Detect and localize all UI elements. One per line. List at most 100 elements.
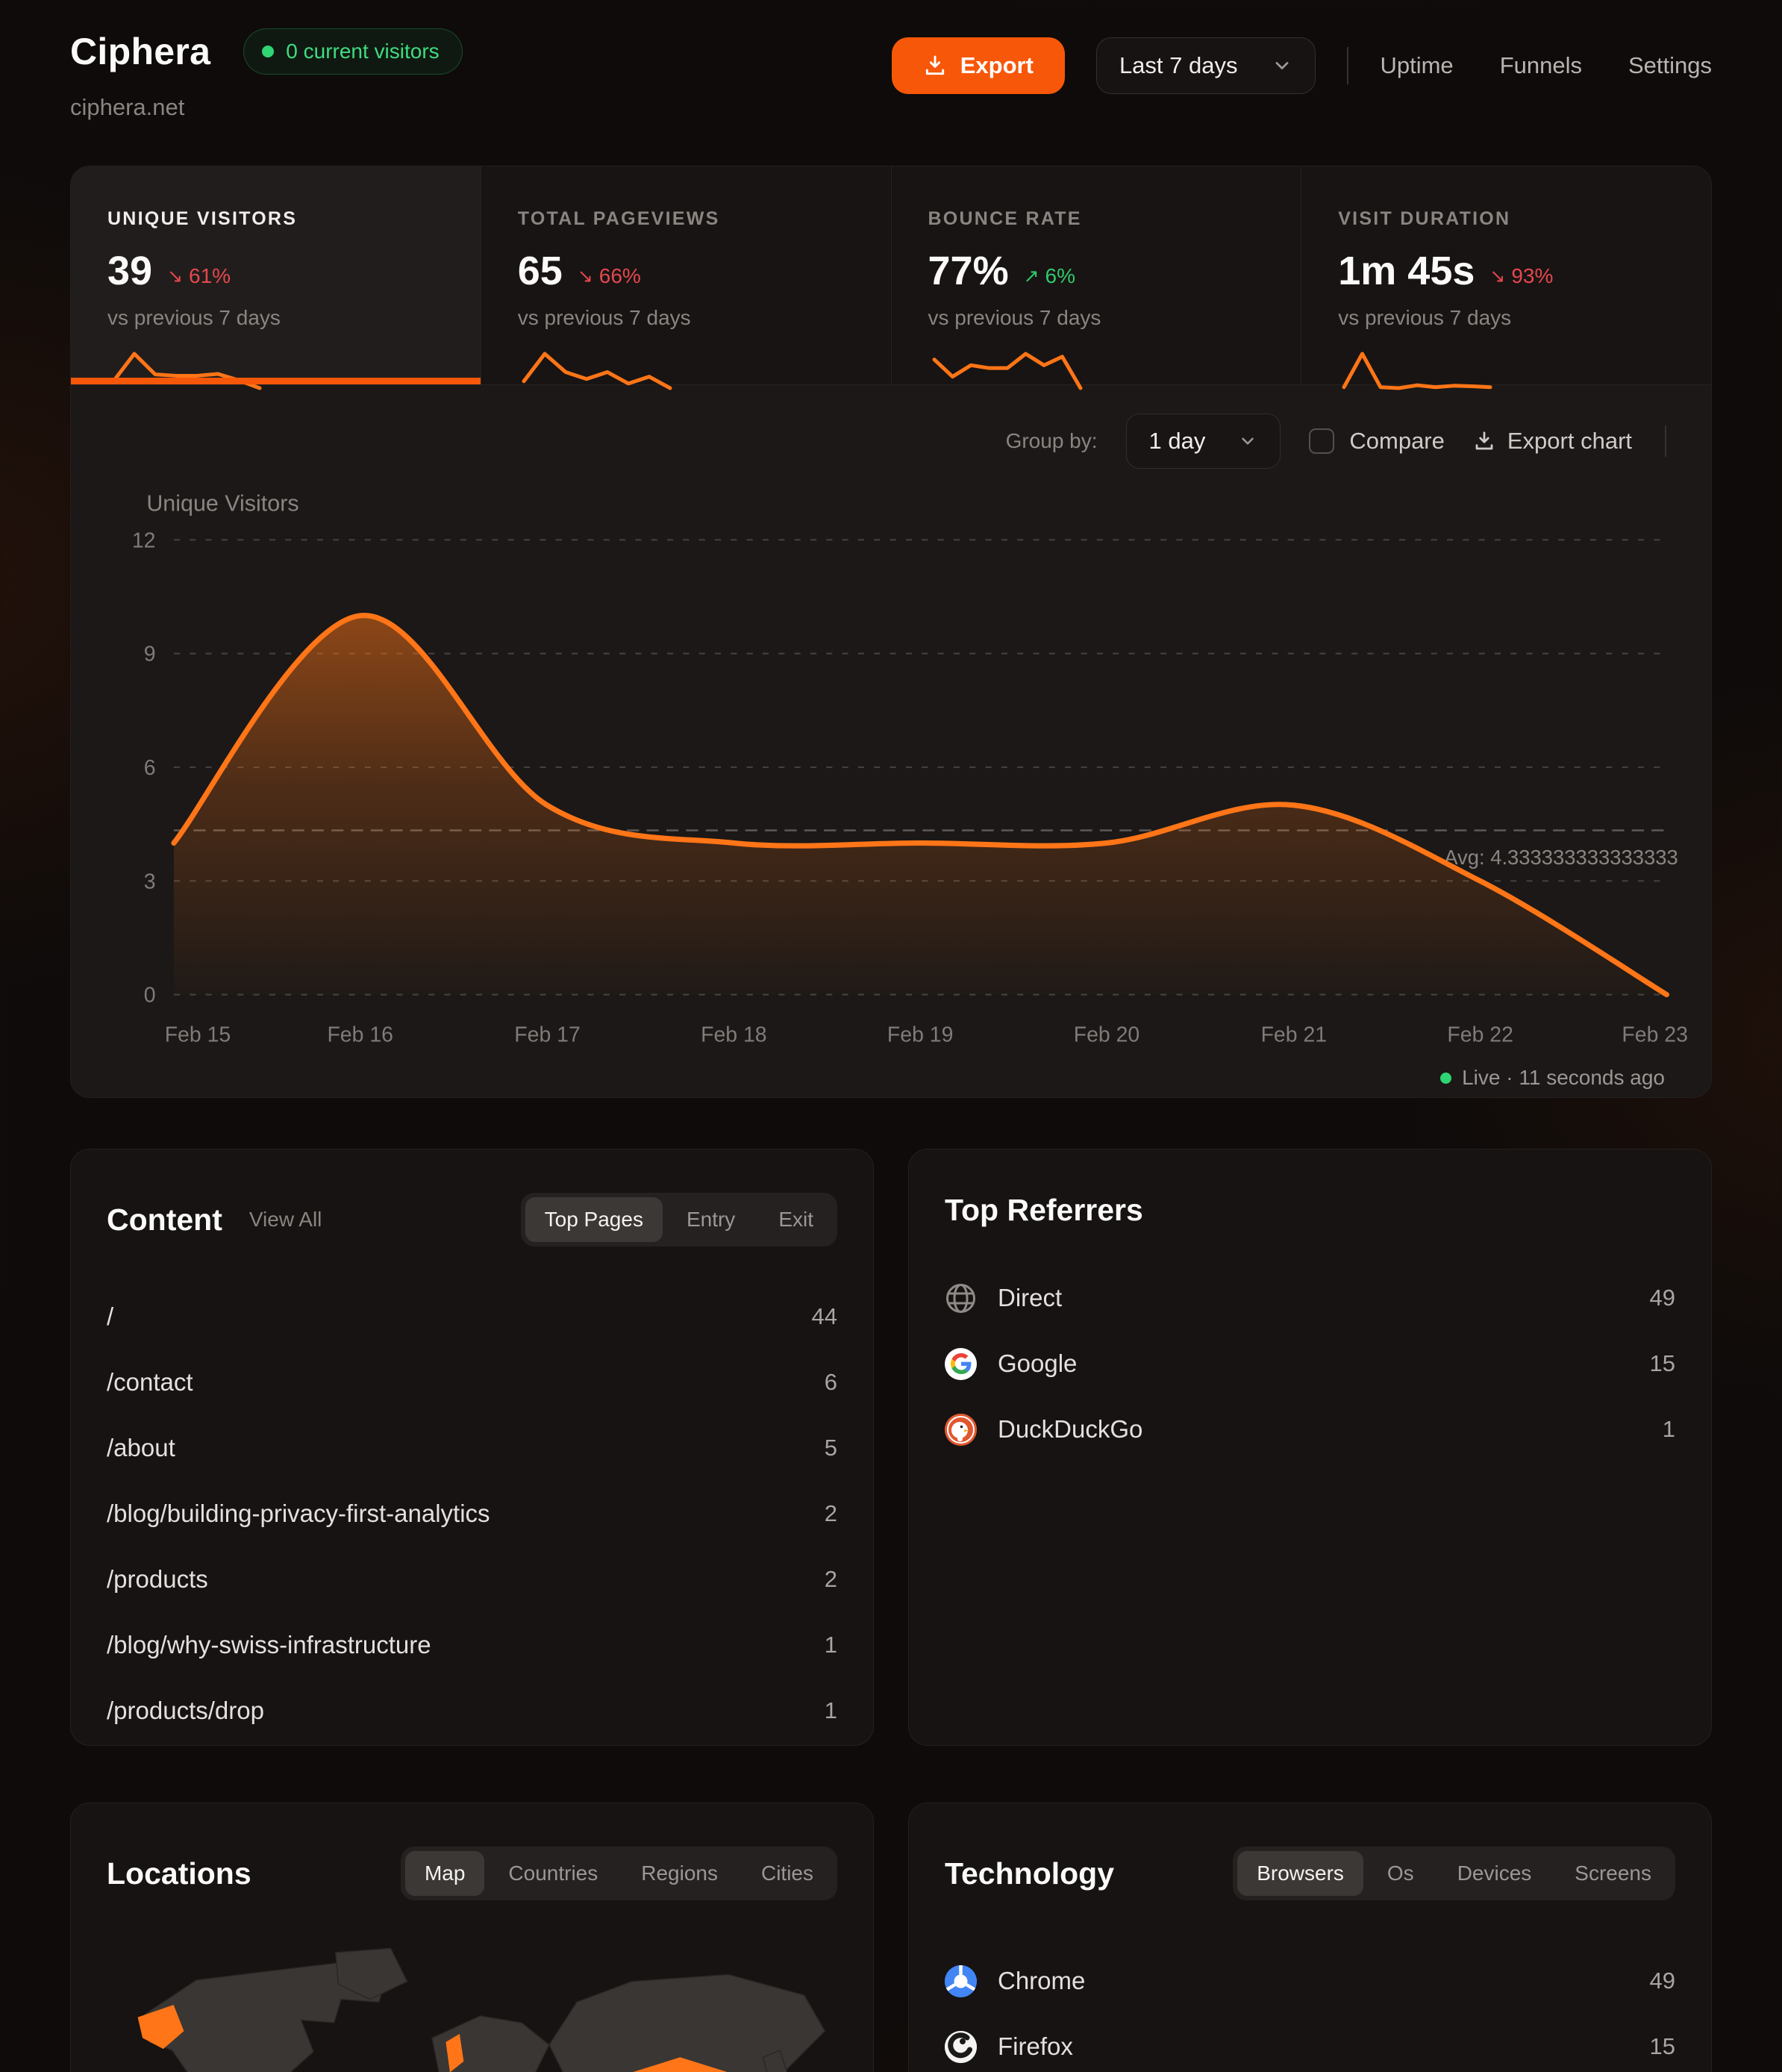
content-panel-title: Content — [107, 1202, 222, 1237]
table-row[interactable]: /44 — [107, 1302, 837, 1330]
map-china — [633, 2057, 728, 2072]
map-asia — [548, 1973, 826, 2072]
top-pages-list: /44 /contact 6 /about 5 /blog/building-pri… — [107, 1284, 837, 1744]
live-dot-icon — [1440, 1072, 1452, 1084]
technology-tabs: Browsers Os Devices Screens — [1233, 1847, 1675, 1900]
x-tick: Feb 23 — [1622, 1023, 1688, 1047]
locations-tabs: Map Countries Regions Cities — [400, 1847, 837, 1900]
date-range-select[interactable]: Last 7 days — [1095, 37, 1316, 94]
current-visitors-badge[interactable]: 0 current visitors — [243, 28, 463, 75]
trend-down-icon: ↘ — [1489, 266, 1506, 287]
group-by-select[interactable]: 1 day — [1125, 414, 1281, 469]
compare-label: Compare — [1349, 428, 1445, 454]
sparkline-chart — [522, 352, 672, 390]
google-icon — [945, 1347, 977, 1380]
table-row[interactable]: /blog/why-swiss-infrastructure 1 — [107, 1631, 837, 1658]
tab-screens[interactable]: Screens — [1575, 1862, 1651, 1885]
sparkline-chart — [1342, 352, 1492, 390]
export-chart-button[interactable]: Export chart — [1473, 428, 1632, 455]
tab-countries[interactable]: Countries — [508, 1862, 598, 1885]
compare-toggle[interactable]: Compare — [1309, 428, 1445, 455]
tab-devices[interactable]: Devices — [1457, 1862, 1532, 1885]
header: Ciphera 0 current visitors ciphera.net E… — [70, 0, 1712, 121]
table-row[interactable]: Chrome 49 — [945, 1948, 1675, 2014]
stat-value: 65 — [517, 249, 563, 293]
chart-area — [173, 615, 1667, 995]
nav-item-funnels[interactable]: Funnels — [1499, 52, 1582, 78]
map-alaska — [137, 2005, 184, 2050]
locations-panel: Locations Map Countries Regions Cities — [70, 1803, 874, 2072]
table-row[interactable]: /about 5 — [107, 1434, 837, 1461]
download-icon — [925, 55, 944, 75]
group-by-value: 1 day — [1148, 428, 1206, 454]
tab-cities[interactable]: Cities — [760, 1862, 813, 1885]
export-chart-label: Export chart — [1507, 428, 1632, 454]
export-button-label: Export — [960, 52, 1034, 78]
browsers-list: Chrome 49 Firefox — [945, 1948, 1675, 2072]
chevron-down-icon — [1242, 437, 1254, 445]
stat-tabs: UNIQUE VISITORS 39 ↘ 61% vs previous 7 da… — [71, 166, 1711, 390]
export-button[interactable]: Export — [891, 37, 1065, 94]
world-map[interactable] — [107, 1933, 837, 2072]
x-tick: Feb 20 — [1074, 1023, 1140, 1047]
x-tick: Feb 22 — [1447, 1023, 1513, 1047]
nav-item-settings[interactable]: Settings — [1628, 52, 1712, 78]
table-row[interactable]: DuckDuckGo 1 — [945, 1397, 1675, 1462]
chart-controls: Group by: 1 day Compare Export chart — [83, 385, 1692, 479]
tab-os[interactable]: Os — [1386, 1862, 1414, 1885]
page-title: Ciphera — [70, 31, 211, 72]
stat-compare-note: vs previous 7 days — [928, 306, 1101, 329]
tab-top-pages[interactable]: Top Pages — [525, 1197, 663, 1242]
tab-browsers[interactable]: Browsers — [1237, 1851, 1363, 1896]
globe-icon — [946, 1283, 975, 1313]
table-row[interactable]: Direct 49 — [945, 1265, 1675, 1331]
stat-delta: ↗ 6% — [1023, 264, 1076, 287]
table-row[interactable]: /contact 6 — [107, 1368, 837, 1396]
map-uk — [446, 2033, 464, 2072]
stat-delta: ↘ 66% — [577, 264, 641, 287]
table-row[interactable]: Google 15 — [945, 1331, 1675, 1397]
stat-card-unique-visitors[interactable]: UNIQUE VISITORS 39 ↘ 61% vs previous 7 da… — [71, 166, 481, 390]
x-tick: Feb 21 — [1261, 1023, 1328, 1047]
live-status-label: Live · 11 seconds ago — [1462, 1066, 1665, 1090]
table-row[interactable]: /blog/building-privacy-first-analytics 2 — [107, 1500, 837, 1527]
date-range-value: Last 7 days — [1119, 52, 1238, 78]
stat-delta: ↘ 61% — [167, 264, 231, 287]
nav-item-uptime[interactable]: Uptime — [1380, 52, 1454, 78]
table-row[interactable]: /products/drop 1 — [107, 1697, 837, 1724]
group-by-label: Group by: — [1005, 429, 1098, 452]
sparkline-chart — [111, 352, 262, 390]
stat-compare-note: vs previous 7 days — [1338, 306, 1512, 329]
current-visitors-label: 0 current visitors — [286, 40, 440, 63]
site-identity: Ciphera 0 current visitors ciphera.net — [70, 28, 463, 121]
chart-series-label: Unique Visitors — [146, 491, 298, 517]
stat-label: VISIT DURATION — [1338, 208, 1511, 229]
table-row[interactable]: /products 2 — [107, 1565, 837, 1593]
stat-label: UNIQUE VISITORS — [107, 208, 298, 229]
stat-card-bounce-rate[interactable]: BOUNCE RATE 77% ↗ 6% vs previous 7 days — [891, 166, 1302, 390]
map-greenland — [334, 1947, 408, 2000]
tab-map[interactable]: Map — [404, 1851, 485, 1896]
chart-line — [171, 613, 1670, 998]
view-all-link[interactable]: View All — [248, 1208, 322, 1231]
duckduckgo-icon — [945, 1413, 977, 1446]
site-domain: ciphera.net — [70, 94, 185, 120]
stat-delta: ↘ 93% — [1489, 264, 1554, 287]
tab-exit[interactable]: Exit — [778, 1208, 813, 1231]
map-japan — [762, 2050, 788, 2072]
technology-panel-title: Technology — [945, 1856, 1115, 1891]
stat-card-visit-duration[interactable]: VISIT DURATION 1m 45s ↘ 93% vs previous 7… — [1301, 166, 1711, 390]
main-nav: Uptime Funnels Settings — [1380, 52, 1712, 79]
visitors-area-chart[interactable]: Unique Visitors 12 9 6 3 0 Avg: 4.333333… — [83, 479, 1692, 1070]
x-tick: Feb 16 — [327, 1023, 393, 1047]
live-status: Live · 11 seconds ago — [83, 1066, 1692, 1090]
map-canada — [144, 1962, 389, 2072]
stat-card-total-pageviews[interactable]: TOTAL PAGEVIEWS 65 ↘ 66% vs previous 7 da… — [481, 166, 892, 390]
table-row[interactable]: Firefox 15 — [945, 2014, 1675, 2072]
x-tick: Feb 17 — [514, 1023, 580, 1047]
tab-regions[interactable]: Regions — [641, 1862, 718, 1885]
tab-entry[interactable]: Entry — [686, 1208, 736, 1231]
compare-checkbox[interactable] — [1309, 428, 1335, 454]
header-actions: Export Last 7 days Uptime Funnels Settin… — [891, 37, 1712, 94]
